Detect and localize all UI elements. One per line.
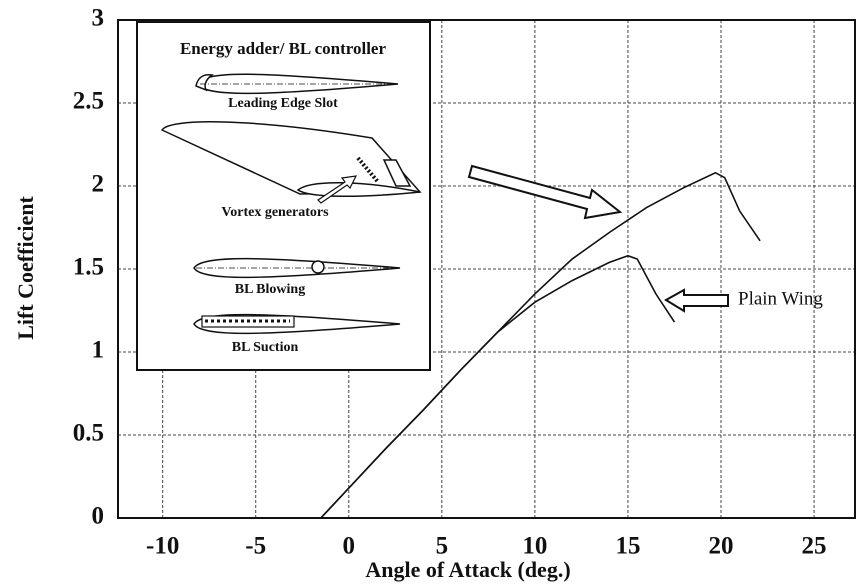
pointer-arrow (664, 288, 729, 313)
y-tick-label: 1 (92, 337, 105, 364)
inset: Energy adder/ BL controller Leading Edge… (136, 21, 431, 371)
y-tick-label: 0 (92, 503, 105, 530)
x-tick-label: -5 (245, 533, 266, 560)
inset-label: Vortex generators (221, 205, 329, 220)
pointer-arrow (467, 164, 623, 220)
y-tick-label: 3 (92, 5, 105, 32)
x-tick-label: 10 (522, 533, 547, 560)
plot-frame (117, 19, 856, 519)
arrow (317, 175, 358, 204)
x-tick-label: 0 (343, 533, 356, 560)
inset-label: BL Suction (232, 340, 299, 355)
x-tick-label: 25 (802, 533, 827, 560)
blowing-port (311, 260, 325, 274)
inset-label: BL Blowing (235, 282, 305, 297)
y-tick-label: 2 (92, 171, 105, 198)
legend-label: Plain Wing (738, 288, 823, 309)
inset-title: Energy adder/ BL controller (180, 39, 386, 58)
inset-label: Leading Edge Slot (228, 96, 338, 111)
slot (195, 74, 214, 92)
x-tick-label: 15 (615, 533, 640, 560)
x-tick-label: 5 (436, 533, 449, 560)
y-tick-label: 0.5 (73, 420, 104, 447)
vortex-generators (356, 156, 380, 184)
series-line (320, 171, 761, 519)
y-axis-title: Lift Coefficient (13, 196, 38, 340)
y-tick-label: 2.5 (73, 88, 104, 115)
airfoil (197, 73, 399, 95)
lines (320, 171, 761, 519)
x-tick-label: -10 (146, 533, 179, 560)
y-tick-label: 1.5 (73, 254, 104, 281)
x-axis-title: Angle of Attack (deg.) (365, 557, 570, 582)
flap (382, 159, 412, 187)
x-tick-label: 20 (709, 533, 734, 560)
